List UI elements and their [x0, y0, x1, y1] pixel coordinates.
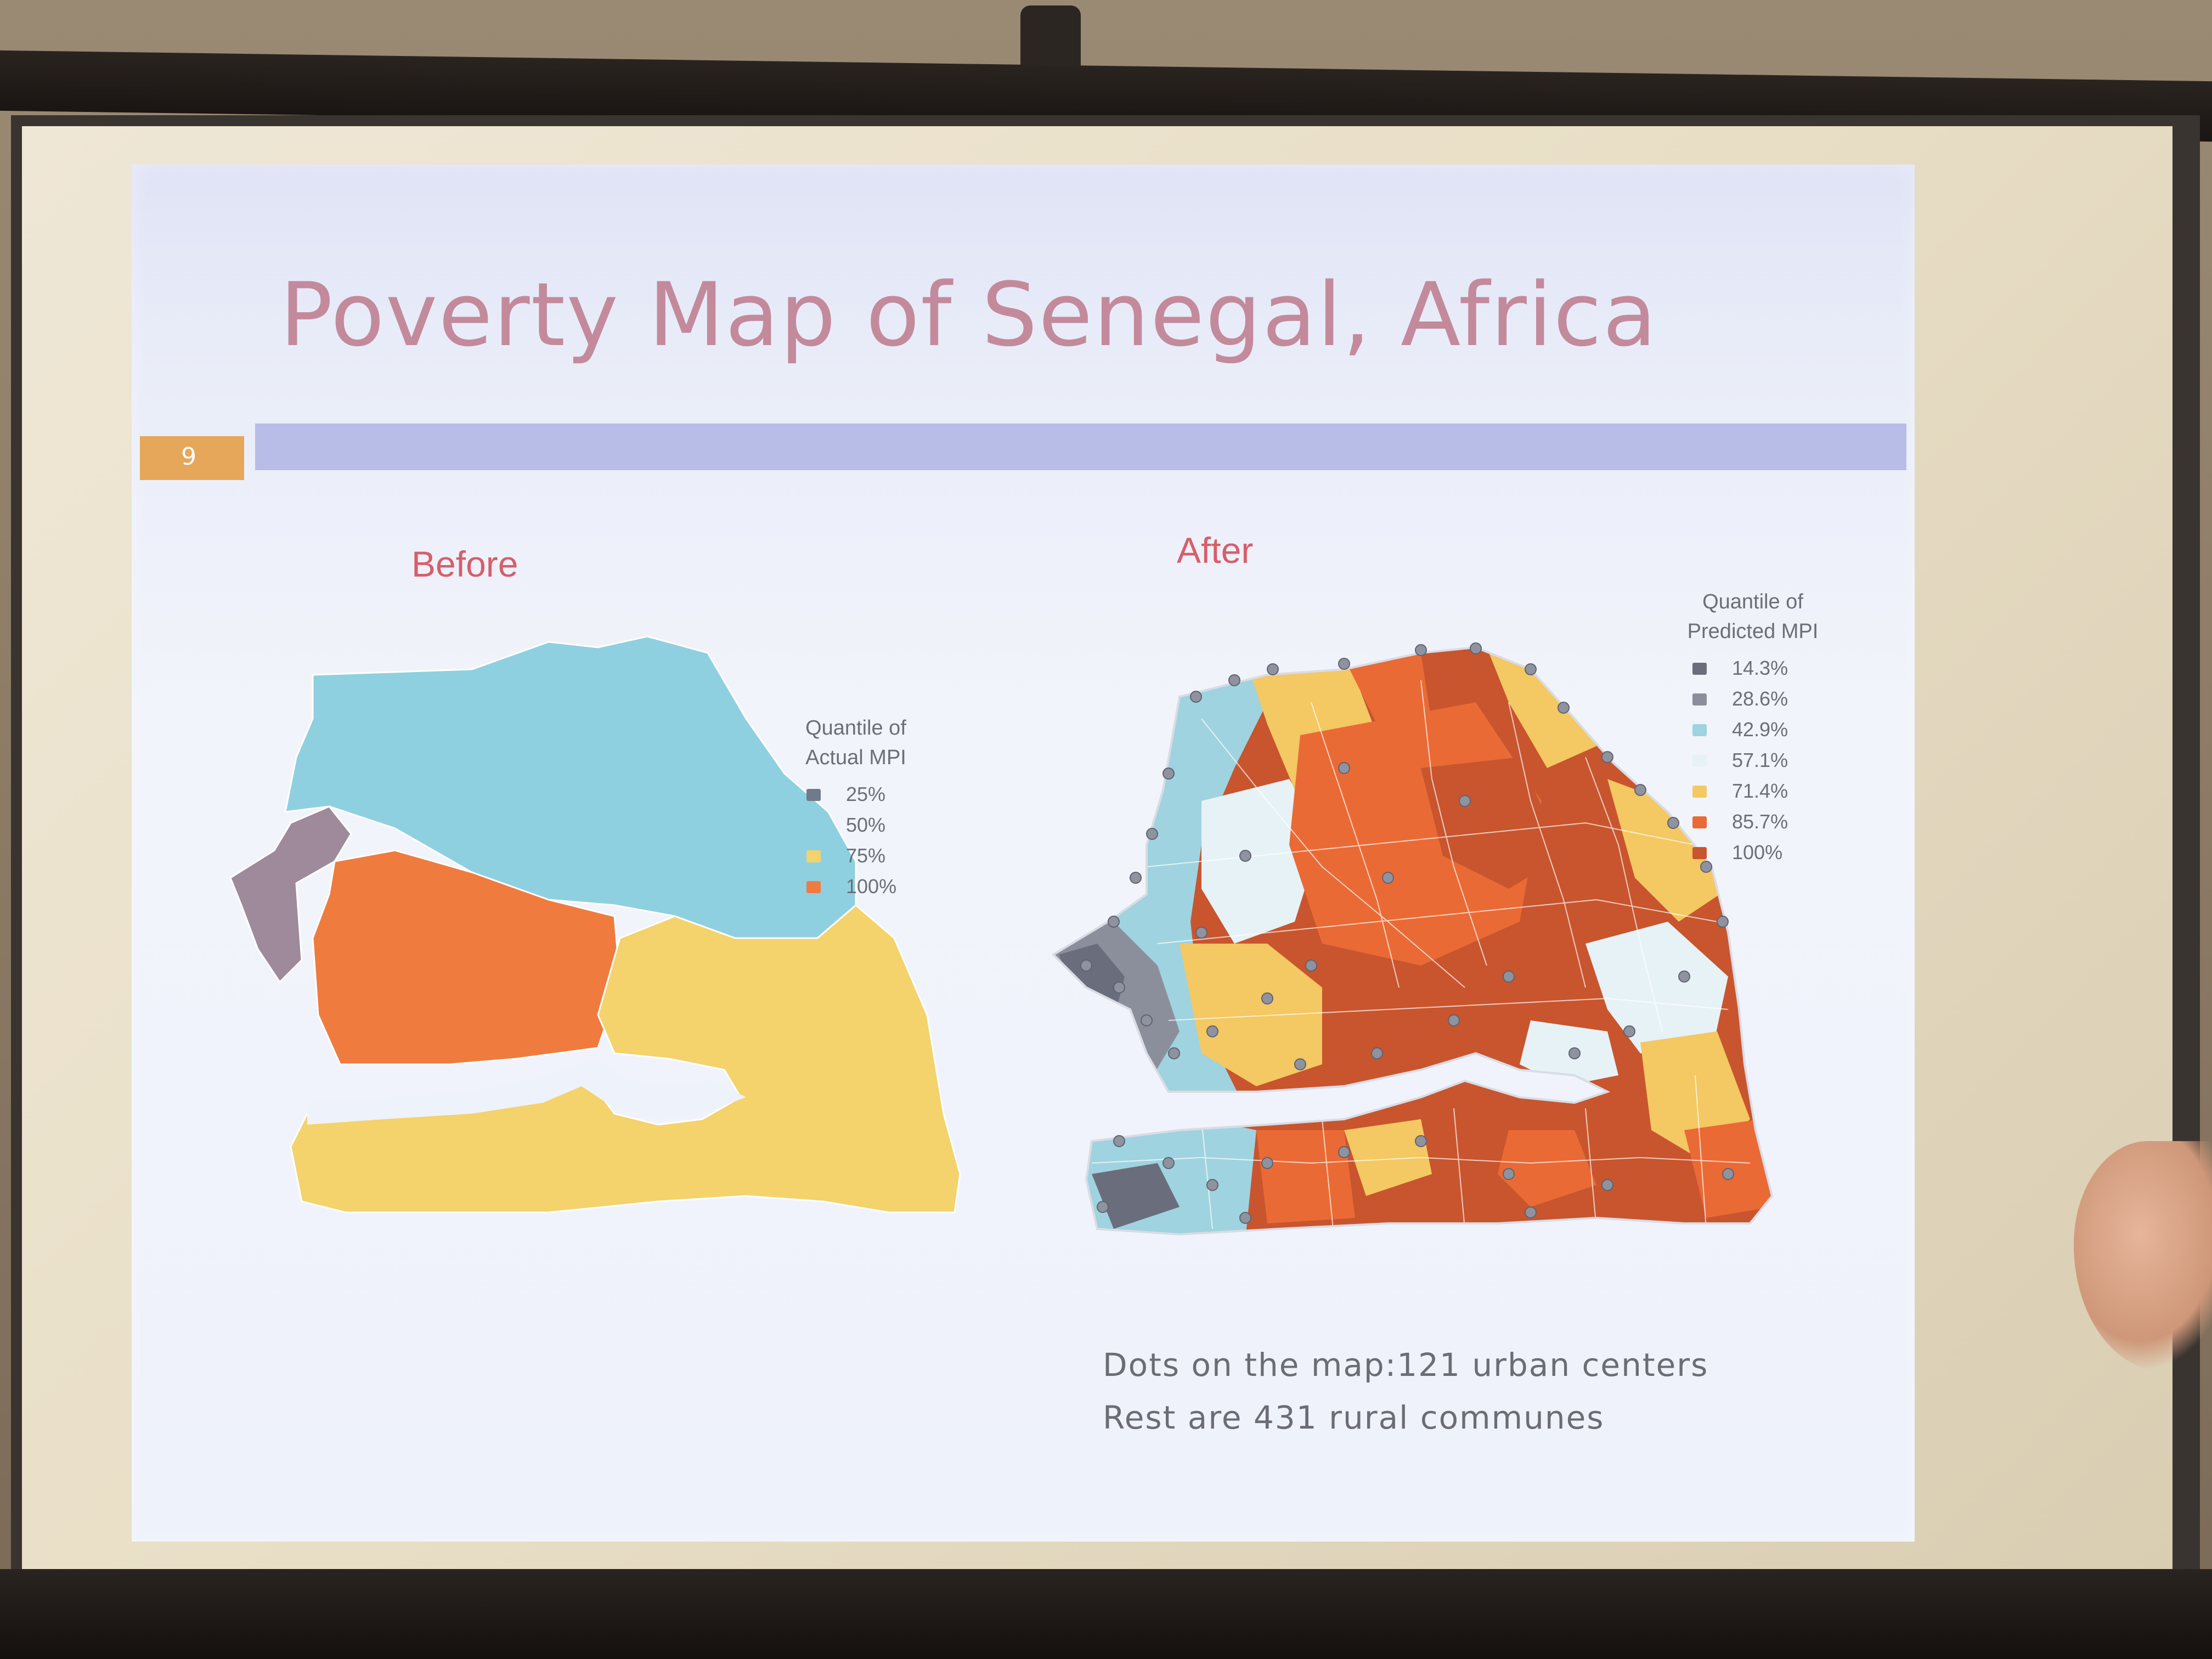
legend-label: 50% [846, 814, 886, 836]
legend-swatch [1692, 816, 1707, 828]
before-gambia-gap [307, 1059, 746, 1125]
before-map [229, 635, 961, 1214]
legend-label: 25% [846, 783, 886, 805]
legend-swatch [1692, 755, 1707, 767]
after-legend-item: 85.7% [1692, 806, 1843, 837]
after-legend: Quantile of Predicted MPI 14.3% 28.6% 42… [1662, 587, 1843, 868]
legend-label: 42.9% [1732, 718, 1788, 741]
before-legend-item: 25% [806, 779, 927, 810]
legend-swatch [806, 850, 821, 862]
after-map-outline [1051, 646, 1774, 1236]
legend-swatch [806, 881, 821, 893]
legend-swatch [806, 820, 821, 832]
after-legend-title-2: Predicted MPI [1687, 620, 1819, 643]
after-map [1051, 642, 1774, 1236]
after-legend-item: 42.9% [1692, 714, 1843, 745]
caption-line-1: Dots on the map:121 urban centers [1103, 1346, 1709, 1384]
legend-swatch [1692, 663, 1707, 675]
legend-label: 100% [1732, 841, 1783, 864]
before-region-east [290, 904, 961, 1214]
before-label: Before [411, 544, 518, 584]
after-legend-item: 71.4% [1692, 776, 1843, 806]
after-label: After [1177, 530, 1254, 571]
legend-label: 14.3% [1732, 657, 1788, 679]
before-legend: Quantile of Actual MPI 25% 50% 75% 100% [785, 713, 927, 902]
slide-title: Poverty Map of Senegal, Africa [280, 263, 1658, 366]
legend-swatch [806, 789, 821, 801]
legend-label: 85.7% [1732, 810, 1788, 833]
before-region-west [229, 805, 352, 984]
before-legend-item: 50% [806, 810, 927, 840]
slide-number: 9 [181, 443, 196, 471]
map-caption: Dots on the map:121 urban centers Rest a… [1103, 1339, 1816, 1444]
legend-label: 75% [846, 844, 886, 867]
legend-label: 28.6% [1732, 687, 1788, 710]
after-legend-item: 100% [1692, 837, 1843, 868]
title-divider-bar [255, 424, 1906, 470]
urban-center-dots [1080, 642, 1734, 1224]
screen-bottom-bezel [0, 1569, 2212, 1659]
before-legend-title-1: Quantile of [805, 716, 906, 740]
before-legend-title-2: Actual MPI [805, 746, 906, 769]
after-legend-item: 28.6% [1692, 684, 1843, 714]
legend-label: 57.1% [1732, 749, 1788, 771]
legend-label: 71.4% [1732, 780, 1788, 802]
caption-line-2: Rest are 431 rural communes [1103, 1399, 1605, 1436]
before-legend-item: 100% [806, 871, 927, 902]
legend-swatch [1692, 724, 1707, 736]
after-map-commune-borders [1091, 680, 1751, 1229]
after-legend-title-1: Quantile of [1702, 590, 1803, 613]
legend-label: 100% [846, 875, 897, 898]
slide-number-badge: 9 [140, 436, 244, 480]
legend-swatch [1692, 786, 1707, 798]
after-legend-item: 14.3% [1692, 653, 1843, 684]
before-legend-item: 75% [806, 840, 927, 871]
after-legend-item: 57.1% [1692, 745, 1843, 776]
before-region-central [312, 849, 621, 1065]
presentation-slide: Poverty Map of Senegal, Africa 9 Before … [132, 165, 1915, 1542]
legend-swatch [1692, 847, 1707, 859]
legend-swatch [1692, 693, 1707, 706]
